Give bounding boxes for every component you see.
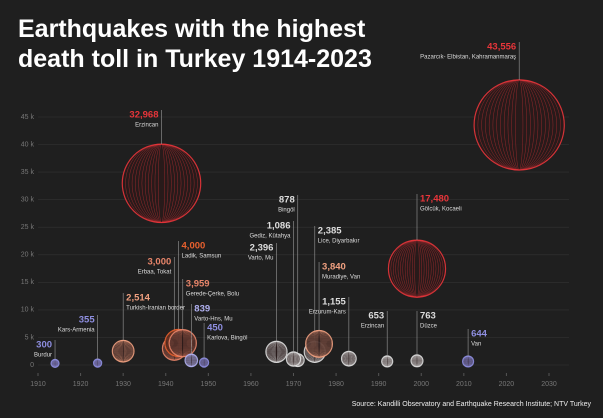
bubble-fill — [121, 143, 202, 224]
y-tick-label: 40 k — [21, 141, 35, 148]
bubble — [121, 143, 202, 224]
place-label: Varto, Mu — [248, 256, 274, 262]
x-tick-label: 1970 — [286, 381, 302, 388]
value-label: 763 — [420, 311, 436, 322]
y-tick-label: 25 k — [21, 224, 35, 231]
value-label: 2,396 — [250, 243, 274, 254]
bubble — [387, 239, 447, 298]
place-label: Pazarcık- Elbistan, Kahramanmaraş — [420, 55, 516, 61]
value-label: 355 — [79, 315, 96, 326]
y-tick-label: 5 k — [25, 334, 35, 341]
value-label: 2,514 — [126, 293, 150, 304]
place-label: Erzincan — [361, 324, 384, 330]
x-tick-label: 1960 — [243, 381, 259, 388]
value-label: 43,556 — [487, 42, 516, 53]
value-label: 653 — [368, 311, 384, 322]
bubble-fill — [473, 79, 565, 171]
value-label: 450 — [207, 323, 223, 334]
place-label: Burdur — [34, 353, 52, 359]
value-label: 1,155 — [322, 297, 346, 308]
bubble — [410, 354, 424, 368]
x-tick-label: 1920 — [73, 381, 89, 388]
bubble — [50, 358, 60, 368]
y-tick-label: 0 — [30, 362, 34, 369]
x-tick-label: 1980 — [328, 381, 344, 388]
y-tick-label: 15 k — [21, 279, 35, 286]
place-label: Turkish-Iranian border — [126, 306, 185, 312]
x-tick-label: 1940 — [158, 381, 174, 388]
x-tick-label: 1950 — [201, 381, 217, 388]
place-label: Gölcük, Kocaeli — [420, 207, 462, 213]
bubble — [305, 329, 334, 358]
x-tick-label: 2030 — [541, 381, 557, 388]
bubble — [285, 351, 302, 367]
bubble-fill — [305, 329, 334, 358]
source: Source: Kandilli Observatory and Earthqu… — [351, 401, 591, 408]
x-tick-label: 2010 — [456, 381, 472, 388]
place-label: Kars-Armenia — [58, 328, 95, 334]
y-tick-label: 45 k — [21, 114, 35, 121]
y-tick-label: 30 k — [21, 197, 35, 204]
bubble — [462, 355, 475, 368]
bubble-fill — [168, 328, 197, 358]
bubble-fill — [387, 239, 447, 298]
y-tick-label: 35 k — [21, 169, 35, 176]
value-label: 1,086 — [267, 221, 291, 232]
x-tick-label: 2000 — [413, 381, 429, 388]
bubble-fill — [111, 339, 135, 363]
place-label: Erzincan — [135, 123, 158, 129]
x-tick-label: 1930 — [115, 381, 131, 388]
bubble — [473, 79, 565, 171]
bubble-line — [125, 143, 198, 223]
value-label: 3,000 — [147, 257, 171, 268]
bubble — [184, 353, 199, 368]
bubble — [198, 357, 210, 368]
place-label: Erbaa, Tokat — [138, 270, 172, 276]
value-label: 3,959 — [186, 279, 210, 290]
place-label: Varto-Hns, Mu — [194, 317, 232, 323]
title: Earthquakes with the highest death toll … — [18, 15, 372, 73]
place-label: Van — [471, 342, 481, 348]
bubble — [92, 358, 103, 368]
place-label: Lice, Diyarbakır — [318, 239, 360, 245]
place-label: Erzurum-Kars — [309, 310, 346, 316]
x-tick-label: 1990 — [371, 381, 387, 388]
x-tick-label: 1910 — [30, 381, 46, 388]
place-label: Gediz, Kütahya — [249, 234, 291, 240]
bubble — [340, 350, 357, 367]
value-label: 3,840 — [322, 262, 346, 273]
bubble — [381, 355, 394, 368]
value-label: 644 — [471, 329, 488, 340]
place-label: Muradiye, Van — [322, 275, 360, 281]
bubble-fill — [265, 340, 288, 363]
bubble — [168, 328, 197, 358]
value-label: 878 — [279, 195, 295, 206]
place-label: Ladik, Samsun — [182, 254, 222, 260]
y-tick-label: 10 k — [21, 307, 35, 314]
bubble — [265, 340, 288, 363]
value-label: 300 — [36, 340, 52, 351]
place-label: Düzce — [420, 324, 438, 330]
value-label: 17,480 — [420, 194, 449, 205]
place-label: Gerede-Çerke, Bolu — [186, 292, 239, 298]
value-label: 4,000 — [182, 241, 206, 252]
value-label: 839 — [194, 304, 210, 315]
value-label: 2,385 — [318, 226, 342, 237]
y-tick-label: 20 k — [21, 252, 35, 259]
place-label: Karlova, Bingöl — [207, 336, 247, 342]
bubble — [111, 339, 135, 363]
value-label: 32,968 — [129, 110, 158, 121]
place-label: Bingöl — [278, 208, 295, 214]
x-tick-label: 2020 — [499, 381, 515, 388]
